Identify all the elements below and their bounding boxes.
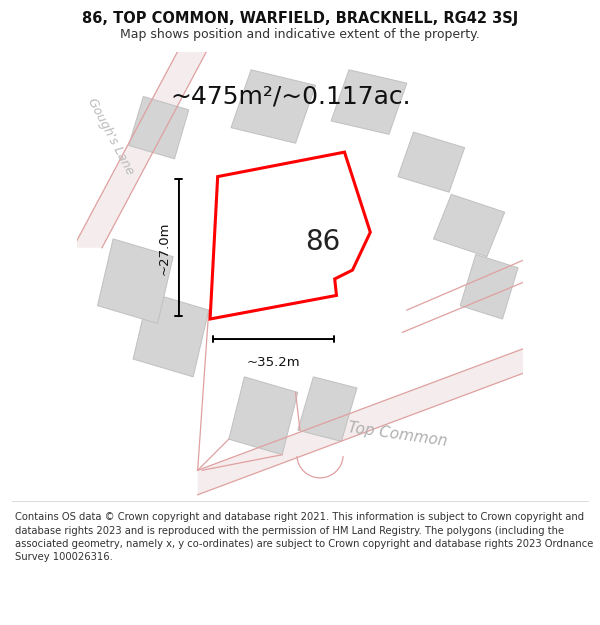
Text: Map shows position and indicative extent of the property.: Map shows position and indicative extent…: [120, 28, 480, 41]
Polygon shape: [460, 254, 518, 319]
Text: Gough's Lane: Gough's Lane: [85, 96, 137, 177]
Text: ~475m²/~0.117ac.: ~475m²/~0.117ac.: [171, 84, 412, 109]
Text: 86: 86: [305, 228, 340, 256]
Text: 86, TOP COMMON, WARFIELD, BRACKNELL, RG42 3SJ: 86, TOP COMMON, WARFIELD, BRACKNELL, RG4…: [82, 11, 518, 26]
Polygon shape: [73, 43, 211, 248]
Polygon shape: [398, 132, 464, 192]
Polygon shape: [231, 70, 316, 143]
Text: Top Common: Top Common: [347, 420, 449, 449]
Text: Contains OS data © Crown copyright and database right 2021. This information is : Contains OS data © Crown copyright and d…: [15, 512, 593, 562]
Polygon shape: [331, 70, 407, 134]
Text: ~35.2m: ~35.2m: [247, 356, 300, 369]
Polygon shape: [197, 346, 532, 495]
Polygon shape: [98, 239, 173, 324]
Polygon shape: [128, 96, 189, 159]
Polygon shape: [133, 292, 209, 377]
Text: ~27.0m: ~27.0m: [158, 221, 171, 274]
Polygon shape: [433, 194, 505, 257]
Polygon shape: [229, 377, 298, 455]
Polygon shape: [210, 152, 370, 319]
Polygon shape: [298, 377, 357, 441]
